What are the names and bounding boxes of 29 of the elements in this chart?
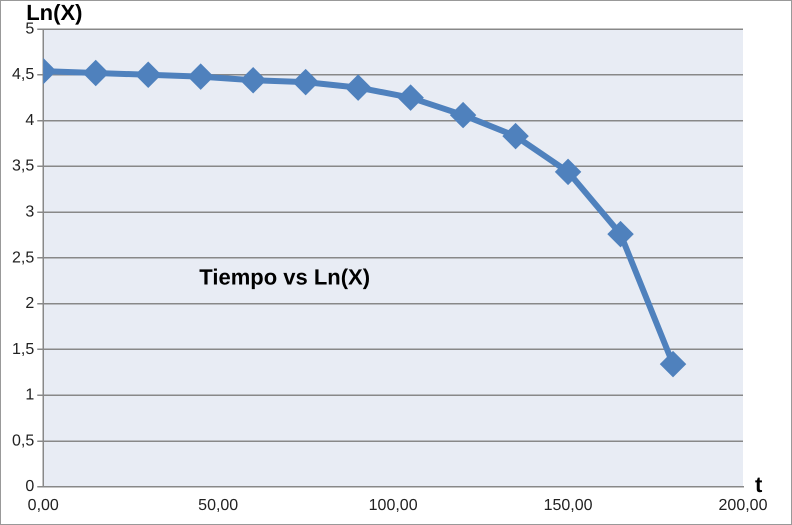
point — [294, 70, 318, 94]
y-tick-label: 3,5 — [12, 158, 34, 175]
y-tick-label: 0 — [25, 478, 34, 496]
point — [346, 76, 370, 100]
y-tick-label: 1,5 — [12, 340, 34, 358]
y-tick-label: 4,5 — [12, 66, 34, 84]
point — [661, 352, 686, 376]
y-tick-label: 2 — [25, 295, 34, 312]
point — [241, 68, 266, 92]
x-tick-label: 0,00 — [28, 496, 59, 514]
point — [451, 103, 476, 128]
y-tick-label: 2,5 — [12, 249, 34, 266]
y-tick-label: 0,5 — [12, 432, 34, 450]
point — [136, 62, 160, 87]
point — [398, 86, 423, 110]
y-tick-label: 1 — [25, 386, 34, 404]
point — [608, 222, 633, 246]
x-axis-title: t — [755, 472, 763, 497]
point — [556, 160, 580, 184]
x-tick-label: 50,00 — [198, 496, 238, 514]
point — [84, 60, 108, 85]
x-tick-label: 100,00 — [368, 496, 418, 514]
point — [188, 64, 213, 89]
x-tick-label: 150,00 — [544, 496, 593, 514]
x-tick-label: 200,00 — [718, 496, 768, 514]
point — [504, 124, 528, 148]
text: Tiempo vs Ln(X) — [199, 264, 370, 290]
y-tick-label: 4 — [25, 112, 34, 129]
y-tick-label: 3 — [25, 204, 34, 221]
